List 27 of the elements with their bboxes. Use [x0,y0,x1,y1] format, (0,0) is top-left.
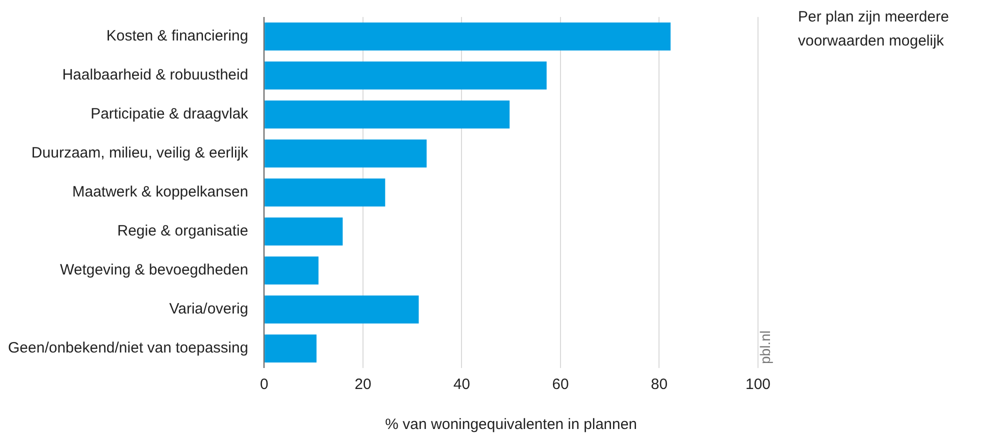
bar [264,295,419,324]
bar [264,256,319,285]
bar [264,334,317,363]
text: Per plan zijn meerdere voorwaarden mogelijk [798,8,949,50]
y-tick-label: Varia/overig [169,300,248,318]
x-tick-label: 80 [650,376,668,394]
bar [264,61,547,90]
bar [264,100,510,129]
y-tick-label: Haalbaarheid & robuustheid [62,66,248,84]
bar [264,22,671,51]
annotation: pbl.nl [756,330,773,364]
y-tick-label: Duurzaam, milieu, veilig & eerlijk [31,144,249,162]
y-tick-label: Geen/onbekend/niet van toepassing [8,340,248,357]
bar [264,139,427,168]
y-tick-label: Regie & organisatie [117,222,248,240]
x-axis-title: % van woningequivalenten in plannen [385,416,638,434]
y-tick-label: Kosten & financiering [106,28,248,45]
y-tick-label: Participatie & draagvlak [90,106,249,123]
x-tick-label: 40 [453,376,470,394]
y-tick-label: Wetgeving & bevoegdheden [60,262,248,279]
x-tick-label: 20 [354,376,372,394]
y-tick-label: Maatwerk & koppelkansen [72,184,248,201]
x-tick-label: 60 [552,376,569,394]
bar [264,178,386,207]
x-tick-label: 100 [745,376,771,394]
x-tick-label: 0 [260,376,268,394]
bar [264,217,343,246]
